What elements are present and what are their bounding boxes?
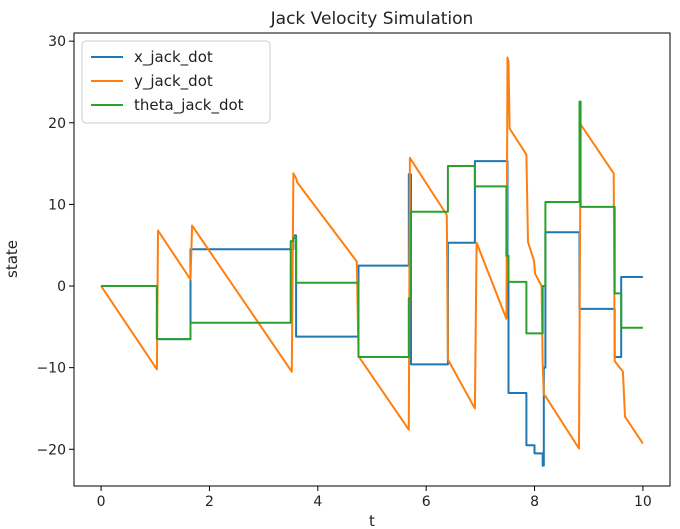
y-tick-label: −10	[36, 361, 66, 377]
axes: 0 2 4 6 8 10 −20 −10 0 10 20 30	[36, 32, 671, 510]
x-tick-label: 2	[205, 494, 214, 510]
plot-frame	[73, 32, 671, 487]
x-tick-label: 8	[530, 494, 539, 510]
x-tick-label: 6	[422, 494, 431, 510]
y-tick-label: 30	[48, 34, 66, 50]
series-line-theta-jack-dot	[101, 100, 643, 358]
y-tick-label: −20	[36, 442, 66, 458]
plot-area	[100, 56, 644, 467]
y-tick-label: 0	[57, 279, 66, 295]
legend-label: y_jack_dot	[134, 72, 213, 91]
x-tick-label: 4	[313, 494, 322, 510]
x-axis-label: t	[369, 512, 375, 529]
x-tick-label: 0	[97, 494, 106, 510]
legend-box	[81, 40, 271, 124]
legend-label: theta_jack_dot	[134, 96, 244, 115]
legend: x_jack_dot y_jack_dot theta_jack_dot	[81, 40, 271, 124]
y-axis-label: state	[3, 240, 21, 278]
x-tick-label: 10	[634, 494, 652, 510]
y-tick-label: 20	[48, 116, 66, 132]
y-tick-label: 10	[48, 197, 66, 213]
chart-title: Jack Velocity Simulation	[270, 9, 474, 29]
legend-label: x_jack_dot	[134, 48, 213, 67]
